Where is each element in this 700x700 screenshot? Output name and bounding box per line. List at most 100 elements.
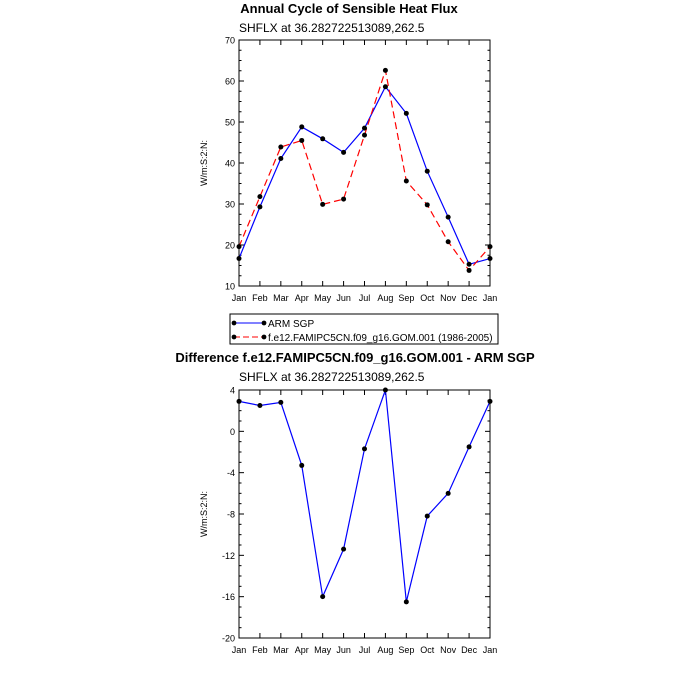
- series-point-1-0-5: [341, 149, 347, 155]
- series-point-2-0-12: [487, 398, 493, 404]
- plot-area-2: -20 -16 -12 -8 -4 0 4 Jan Feb Mar Apr May Jun Jul Aug S…: [199, 386, 497, 656]
- x-tick-label-2-8: Sep: [398, 645, 414, 655]
- chart-subtitle-2: SHFLX at 36.282722513089,262.5: [239, 370, 425, 384]
- series-line-2-0: [238, 389, 491, 602]
- series-point-1-1-1: [257, 194, 263, 200]
- y-tick-label-1-2: 30: [225, 200, 235, 210]
- series-point-1-0-11: [466, 261, 472, 267]
- y-tick-label-2-4: -4: [227, 468, 235, 478]
- y-axis-label-2: W/m:S:2:N:: [199, 491, 209, 537]
- y-tick-label-2-3: -8: [227, 510, 235, 520]
- x-tick-label-1-4: May: [314, 293, 332, 303]
- legend: ARM SGP f.e12.FAMIPC5CN.f09_g16.GOM.001 …: [229, 313, 499, 345]
- y-tick-label-2-0: -20: [222, 634, 235, 644]
- y-tick-label-2-1: -16: [222, 592, 235, 602]
- y-tick-label-1-5: 60: [225, 77, 235, 87]
- series-point-1-1-11: [466, 267, 472, 273]
- x-tick-label-2-1: Feb: [252, 645, 268, 655]
- legend-box: [229, 313, 499, 345]
- plot-frame-2: [238, 389, 491, 639]
- series-point-1-0-7: [382, 84, 388, 90]
- x-tick-label-2-10: Nov: [440, 645, 457, 655]
- series-line-1-1: [238, 70, 491, 272]
- plot-frame-1: [238, 39, 491, 287]
- series-point-2-0-4: [320, 594, 326, 600]
- series-point-1-0-12: [487, 256, 493, 262]
- series-point-1-1-3: [299, 137, 305, 143]
- legend-marker-obs-1: [231, 320, 237, 326]
- series-point-1-1-10: [445, 239, 451, 245]
- series-point-1-1-9: [424, 202, 430, 208]
- series-point-1-0-6: [362, 125, 367, 131]
- series-point-1-0-4: [320, 136, 326, 142]
- x-tick-label-1-11: Dec: [461, 293, 478, 303]
- series-point-1-0-3: [299, 124, 305, 130]
- x-tick-label-1-12: Jan: [483, 293, 498, 303]
- series-point-1-1-4: [320, 201, 326, 207]
- series-point-1-1-8: [403, 178, 409, 184]
- x-tick-label-1-10: Nov: [440, 293, 457, 303]
- x-tick-label-2-9: Oct: [420, 645, 435, 655]
- series-point-2-0-8: [403, 599, 409, 605]
- series-point-1-1-6: [362, 132, 367, 138]
- legend-marker-model-1: [231, 334, 237, 340]
- series-point-2-0-10: [445, 490, 451, 496]
- series-point-1-0-2: [278, 155, 284, 161]
- series-point-2-0-11: [466, 444, 472, 450]
- series-point-1-1-12: [487, 244, 493, 250]
- series-point-1-0-0: [236, 256, 242, 262]
- panel-difference: Difference f.e12.FAMIPC5CN.f09_g16.GOM.0…: [175, 350, 535, 655]
- x-tick-label-1-0: Jan: [232, 293, 247, 303]
- y-tick-label-2-6: 4: [230, 386, 235, 396]
- x-tick-label-1-1: Feb: [252, 293, 268, 303]
- series-point-2-0-6: [362, 446, 367, 452]
- y-tick-label-1-3: 40: [225, 159, 235, 169]
- y-tick-label-1-1: 20: [225, 241, 235, 251]
- x-tick-label-1-9: Oct: [420, 293, 435, 303]
- x-tick-label-1-5: Jun: [336, 293, 351, 303]
- series-point-1-1-5: [341, 196, 347, 202]
- series-point-1-0-10: [445, 214, 451, 220]
- plot-area-1: 10 20 30 40 50 60 70 Jan Feb Mar Apr May Jun Jul Aug Se…: [199, 36, 497, 304]
- series-point-1-0-1: [257, 204, 263, 210]
- legend-marker-model-2: [261, 334, 267, 340]
- series-line-1-0: [238, 85, 491, 265]
- series-point-1-1-0: [236, 244, 242, 250]
- chart-subtitle-1: SHFLX at 36.282722513089,262.5: [239, 21, 425, 35]
- series-point-1-0-9: [424, 168, 430, 174]
- legend-label-obs: ARM SGP: [268, 319, 314, 330]
- legend-label-model: f.e12.FAMIPC5CN.f09_g16.GOM.001 (1986-20…: [268, 333, 493, 344]
- series-point-2-0-9: [424, 513, 430, 519]
- x-tick-label-2-7: Aug: [377, 645, 393, 655]
- y-tick-label-2-5: 0: [230, 427, 235, 437]
- x-tick-label-2-3: Apr: [295, 645, 309, 655]
- series-point-2-0-5: [341, 546, 347, 552]
- x-tick-label-1-6: Jul: [359, 293, 371, 303]
- series-point-2-0-0: [236, 398, 242, 404]
- x-tick-label-1-3: Apr: [295, 293, 309, 303]
- series-point-2-0-1: [257, 403, 263, 408]
- x-tick-label-2-0: Jan: [232, 645, 247, 655]
- x-tick-label-2-12: Jan: [483, 645, 498, 655]
- y-axis-label-1: W/m:S:2:N:: [199, 140, 209, 186]
- x-tick-label-2-6: Jul: [359, 645, 371, 655]
- x-tick-label-2-5: Jun: [336, 645, 351, 655]
- series-point-2-0-7: [382, 387, 388, 393]
- chart-title-1: Annual Cycle of Sensible Heat Flux: [240, 1, 458, 16]
- chart-title-2: Difference f.e12.FAMIPC5CN.f09_g16.GOM.0…: [175, 350, 535, 365]
- y-tick-label-1-4: 50: [225, 118, 235, 128]
- x-tick-label-2-11: Dec: [461, 645, 478, 655]
- x-tick-label-1-2: Mar: [273, 293, 289, 303]
- y-tick-label-1-6: 70: [225, 36, 235, 46]
- x-tick-label-2-4: May: [314, 645, 332, 655]
- y-tick-label-1-0: 10: [225, 282, 235, 292]
- series-point-1-1-7: [382, 67, 388, 73]
- series-point-2-0-2: [278, 399, 284, 405]
- y-tick-label-2-2: -12: [222, 551, 235, 561]
- x-tick-label-2-2: Mar: [273, 645, 289, 655]
- series-point-1-0-8: [403, 110, 409, 116]
- panel-annual-cycle: Annual Cycle of Sensible Heat Flux SHFLX…: [199, 1, 497, 303]
- legend-marker-obs-2: [261, 320, 267, 326]
- x-tick-label-1-7: Aug: [377, 293, 393, 303]
